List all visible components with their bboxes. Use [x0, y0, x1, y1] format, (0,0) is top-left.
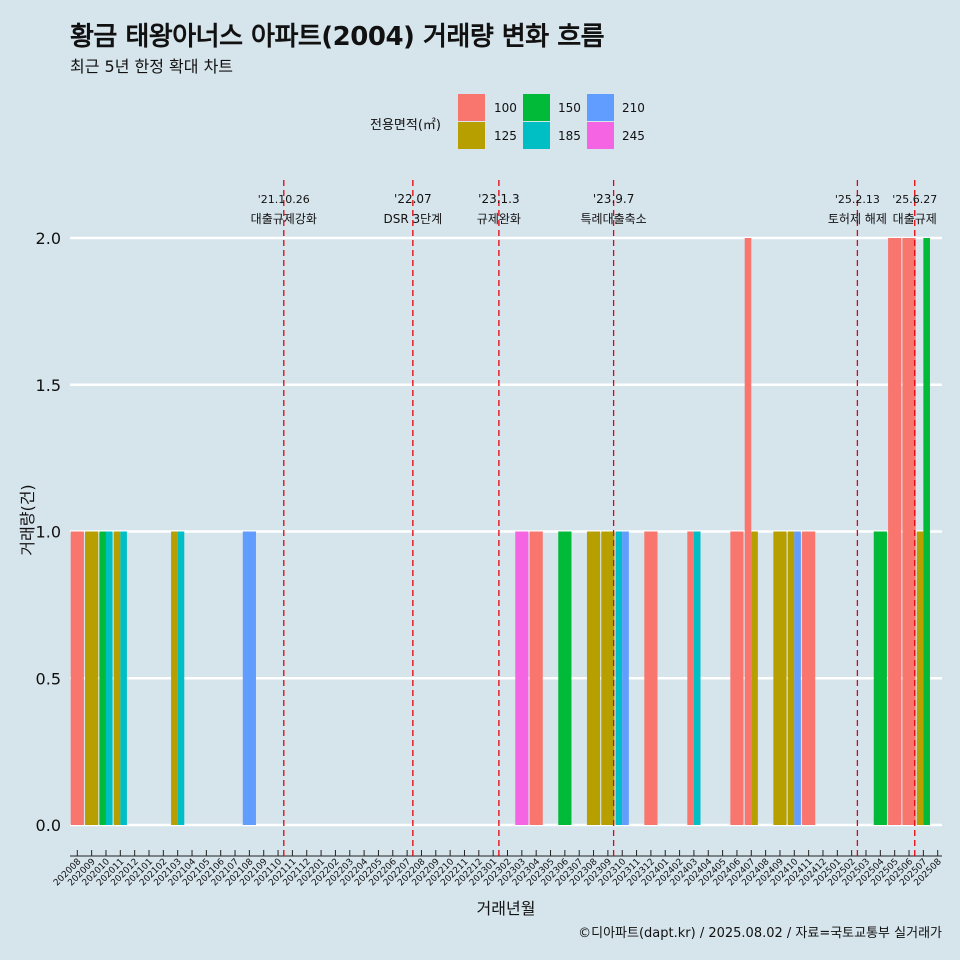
y-tick-label: 1.0	[36, 523, 61, 542]
bar-150-202504	[873, 531, 887, 825]
legend-label-210: 210	[622, 101, 645, 115]
bar-125-202308	[586, 531, 601, 825]
bar-125-202009	[85, 531, 99, 825]
legend-label-185: 185	[558, 129, 581, 143]
bar-125-202011	[113, 531, 121, 825]
bar-150-202010	[99, 531, 106, 825]
annotation-date: '25.2.13	[835, 193, 880, 206]
legend-key-125	[458, 122, 485, 149]
bar-185-202103	[177, 531, 185, 825]
bar-100-202411	[802, 531, 816, 825]
annotation-label: 토허제 해제	[828, 212, 887, 226]
y-tick-label: 2.0	[36, 229, 61, 248]
annotation-label: 대출규제강화	[251, 212, 317, 226]
bar-100-202312	[644, 531, 658, 825]
annotation-date: '23.9.7	[593, 192, 634, 206]
bar-125-202409	[773, 531, 787, 825]
bar-185-202403	[693, 531, 701, 825]
bar-125-202407	[751, 531, 758, 825]
bar-100-202406	[730, 531, 744, 825]
bar-125-202410	[787, 531, 795, 825]
annotation-date: '21.10.26	[258, 193, 310, 206]
bar-125-202103	[171, 531, 178, 825]
annotation-date: '22.07	[394, 192, 432, 206]
bar-150-202507	[923, 238, 930, 825]
bar-125-202309	[601, 531, 615, 825]
y-tick-label: 0.0	[36, 816, 61, 835]
y-tick-label: 1.5	[36, 376, 61, 395]
bar-210-202410	[794, 531, 801, 825]
bar-100-202407	[744, 238, 752, 825]
y-axis-title: 거래량(건)	[18, 484, 37, 555]
legend-key-185	[523, 122, 550, 149]
annotation-label: 규제완화	[477, 212, 521, 226]
bar-100-202008	[70, 531, 84, 825]
legend-key-245	[587, 122, 614, 149]
bar-185-202310	[615, 531, 623, 825]
x-axis-title: 거래년월	[477, 899, 536, 918]
legend-label-100: 100	[494, 101, 517, 115]
legend-key-100	[458, 94, 485, 121]
legend-title: 전용면적(㎡)	[370, 118, 441, 133]
bar-210-202108	[242, 531, 256, 825]
bar-100-202505	[888, 238, 902, 825]
legend-label-245: 245	[622, 129, 645, 143]
bar-185-202011	[120, 531, 127, 825]
legend-label-150: 150	[558, 101, 581, 115]
chart-subtitle: 최근 5년 한정 확대 차트	[70, 57, 234, 76]
bar-245-202303	[515, 531, 529, 825]
legend-label-125: 125	[494, 129, 517, 143]
bar-125-202507	[916, 531, 924, 825]
bar-100-202506	[902, 238, 916, 825]
legend-key-210	[587, 94, 614, 121]
bar-150-202306	[558, 531, 572, 825]
legend: 전용면적(㎡) 100 125 150 185 210 245	[360, 92, 680, 152]
legend-key-150	[523, 94, 550, 121]
bar-100-202304	[529, 531, 543, 825]
chart-title: 황금 태왕아너스 아파트(2004) 거래량 변화 흐름	[70, 22, 605, 52]
y-tick-label: 0.5	[36, 669, 61, 688]
annotation-label: DSR 3단계	[383, 212, 442, 226]
annotation-date: '25.6.27	[892, 193, 937, 206]
annotation-label: 대출규제	[893, 212, 937, 226]
chart-caption: ©디아파트(dapt.kr) / 2025.08.02 / 자료=국토교통부 실…	[578, 926, 942, 941]
bar-185-202010	[105, 531, 113, 825]
bar-100-202403	[687, 531, 694, 825]
annotation-label: 특례대출축소	[580, 212, 646, 226]
bar-210-202310	[622, 531, 629, 825]
annotation-date: '23.1.3	[478, 192, 519, 206]
